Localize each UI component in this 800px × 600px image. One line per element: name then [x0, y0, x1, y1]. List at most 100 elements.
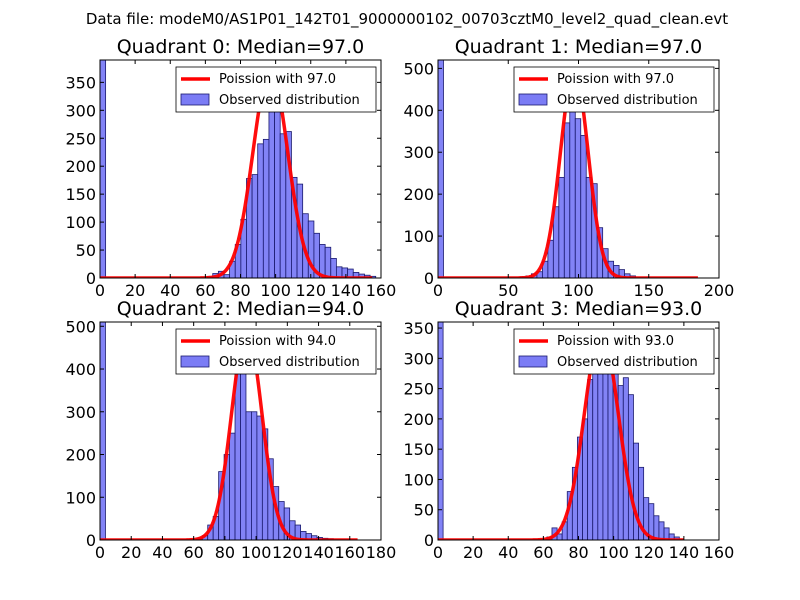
legend-label-observed: Observed distribution [219, 93, 360, 108]
y-tick-label: 200 [403, 185, 434, 204]
y-tick-label: 0 [86, 531, 96, 550]
poisson-curve [100, 67, 373, 278]
histogram-bar [602, 345, 609, 540]
x-tick-label: 140 [303, 543, 334, 562]
legend-patch-swatch [180, 93, 210, 106]
legend-label-poisson: Poission with 97.0 [557, 72, 674, 87]
legend-patch-swatch [518, 355, 548, 368]
legend-label-poisson: Poission with 97.0 [219, 72, 336, 87]
y-tick-label: 150 [65, 185, 96, 204]
axes-frame [99, 321, 382, 541]
y-tick-label: 350 [403, 319, 434, 338]
histogram-bar [251, 411, 258, 540]
x-tick-label: 0 [95, 543, 105, 562]
x-tick-label: 20 [121, 543, 141, 562]
x-tick-label: 120 [272, 543, 303, 562]
histogram-bar [587, 379, 594, 540]
histogram-bar [274, 95, 281, 278]
histogram-bar [569, 97, 576, 278]
x-tick-label: 40 [498, 543, 518, 562]
panel-title: Quadrant 0: Median=97.0 [117, 36, 365, 58]
x-tick-label: 180 [366, 543, 397, 562]
x-tick-label: 140 [669, 543, 700, 562]
quadrant-3-chart: 0 20 40 60 80 100 120 140 1600501001502002503003… [403, 298, 734, 562]
x-tick-label: 160 [366, 281, 397, 300]
histogram-bar [100, 60, 107, 278]
legend-patch-swatch [518, 93, 548, 106]
x-tick-label: 160 [335, 543, 366, 562]
histogram-bar [324, 246, 332, 278]
y-tick-label: 300 [65, 101, 96, 120]
histogram-bar [580, 135, 587, 278]
y-tick-label: 400 [403, 101, 434, 120]
y-tick-label: 200 [65, 446, 96, 465]
figure-title: Data file: modeM0/AS1P01_142T01_90000001… [86, 10, 728, 29]
histogram-bar [438, 322, 444, 540]
x-tick-label: 0 [95, 281, 105, 300]
y-tick-label: 100 [403, 227, 434, 246]
x-tick-label: 60 [183, 543, 203, 562]
histogram-bar [563, 122, 571, 278]
y-tick-label: 200 [65, 157, 96, 176]
y-tick-label: 400 [65, 360, 96, 379]
histogram-bar [279, 133, 287, 278]
x-tick-label: 100 [563, 281, 594, 300]
histogram-bar [582, 418, 589, 540]
legend-label-observed: Observed distribution [557, 355, 698, 370]
panel-title: Quadrant 1: Median=97.0 [455, 36, 703, 58]
histogram-bar [257, 143, 264, 278]
y-tick-label: 500 [65, 317, 96, 336]
x-tick-label: 80 [230, 281, 250, 300]
y-tick-label: 0 [86, 269, 96, 288]
quadrant-1-chart: 0 50 100 150 200 0 100 200 300 400 500 Quadrant 1: … [403, 36, 734, 300]
x-tick-label: 50 [498, 281, 518, 300]
histogram-bar [633, 442, 639, 540]
histogram-bar [558, 176, 565, 278]
histogram-bar [100, 322, 106, 540]
legend: Poission with 97.0 Observed distribution [175, 66, 377, 113]
histogram-bar [597, 365, 604, 540]
legend-label-poisson: Poission with 94.0 [219, 334, 336, 349]
quadrant-0-chart: 0 20 40 60 80 100 120 140 1600501001502002503003… [65, 36, 396, 300]
y-tick-label: 250 [403, 380, 434, 399]
histogram-bar [585, 176, 593, 278]
histogram-bar [556, 533, 563, 540]
quadrant-2-chart: 0 20 40 60 80 100 120 140 160 1800100200300400500… [65, 298, 396, 562]
x-tick-label: 140 [331, 281, 362, 300]
y-tick-label: 0 [424, 531, 434, 550]
legend: Poission with 93.0 Observed distribution [513, 328, 715, 375]
histogram-bar [330, 258, 337, 278]
histogram-bar [223, 274, 231, 278]
legend: Poission with 94.0 Observed distribution [175, 328, 377, 375]
x-tick-label: 160 [704, 543, 735, 562]
histogram-bar [251, 174, 259, 278]
histogram-bar [627, 394, 634, 540]
panel-title: Quadrant 3: Median=93.0 [455, 298, 703, 320]
x-tick-label: 20 [463, 543, 483, 562]
y-tick-label: 300 [403, 143, 434, 162]
y-tick-label: 100 [403, 470, 434, 489]
x-tick-label: 120 [633, 543, 664, 562]
y-tick-label: 100 [65, 213, 96, 232]
legend-patch-swatch [180, 355, 210, 368]
y-tick-label: 250 [65, 129, 96, 148]
x-tick-label: 40 [160, 281, 180, 300]
x-tick-label: 40 [152, 543, 172, 562]
x-tick-label: 200 [704, 281, 735, 300]
y-tick-label: 200 [403, 410, 434, 429]
histogram-bar [574, 118, 582, 278]
x-tick-label: 100 [241, 543, 272, 562]
legend: Poission with 97.0 Observed distribution [513, 66, 715, 113]
histogram-bar [658, 521, 665, 540]
x-tick-label: 100 [260, 281, 291, 300]
x-tick-label: 60 [195, 281, 215, 300]
y-tick-label: 150 [403, 440, 434, 459]
x-tick-label: 80 [215, 543, 235, 562]
y-tick-label: 100 [65, 488, 96, 507]
panel-title: Quadrant 2: Median=94.0 [117, 298, 365, 320]
legend-label-observed: Observed distribution [219, 355, 360, 370]
histogram-bar [229, 432, 236, 540]
legend-label-observed: Observed distribution [557, 93, 698, 108]
histogram-bar [607, 357, 614, 540]
histogram-bar [438, 60, 444, 278]
